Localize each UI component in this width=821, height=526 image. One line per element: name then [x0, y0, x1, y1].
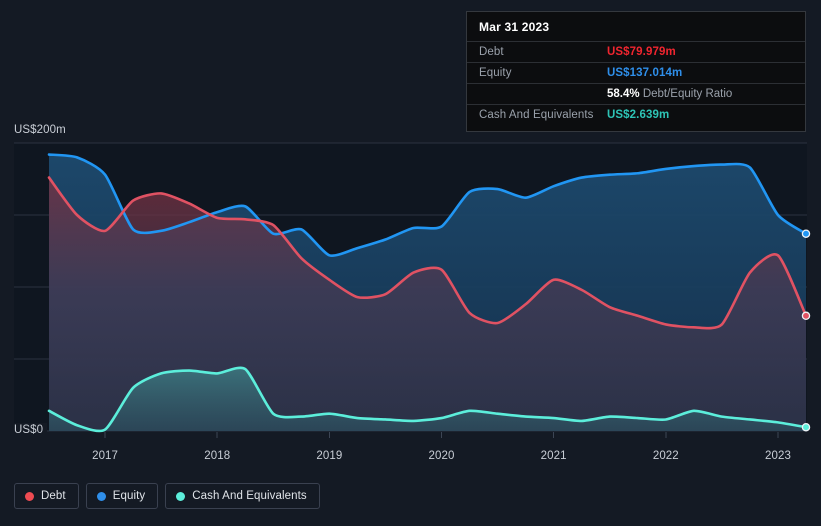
area-cash	[49, 367, 806, 431]
tooltip-row-debt: Debt US$79.979m	[467, 41, 805, 62]
legend: Debt Equity Cash And Equivalents	[14, 483, 320, 509]
legend-item-debt[interactable]: Debt	[14, 483, 79, 509]
tooltip-date: Mar 31 2023	[479, 20, 550, 34]
legend-item-cash-and-equivalents[interactable]: Cash And Equivalents	[165, 483, 320, 509]
endpoint-equity	[801, 229, 811, 238]
tooltip-ratio-number: 58.4%	[607, 88, 640, 100]
y-axis-zero-label: US$0	[0, 423, 48, 437]
chart-canvas: US$200m US$0 2017 2018 2019 2020 2021 2022 202…	[0, 123, 811, 462]
line-equity	[47, 153, 808, 257]
endpoint-markers	[801, 229, 811, 432]
series-layer	[47, 153, 808, 433]
tooltip-row-cash: Cash And Equivalents US$2.639m	[467, 104, 805, 125]
tooltip-value-ratio: 58.4% Debt/Equity Ratio	[607, 88, 732, 100]
endpoint-debt	[801, 311, 811, 321]
x-axis-tick-2018: 2018	[204, 450, 231, 462]
legend-item-label: Debt	[41, 490, 66, 502]
endpoint-cash	[801, 422, 811, 432]
legend-item-label: Cash And Equivalents	[192, 490, 307, 502]
legend-dot-icon	[25, 491, 34, 501]
legend-item-label: Equity	[112, 490, 146, 502]
legend-dot-icon	[176, 491, 186, 501]
tooltip-value-equity: US$137.014m	[607, 67, 683, 79]
x-axis-tick-2021: 2021	[540, 450, 567, 462]
tooltip-label-equity: Equity	[479, 67, 512, 79]
x-axis-tick-2019: 2019	[316, 450, 343, 462]
y-axis-top-label: US$200m	[0, 123, 70, 137]
tooltip-ratio-text: Debt/Equity Ratio	[642, 88, 733, 100]
x-axis-tick-2017: 2017	[92, 450, 119, 462]
line-cash	[47, 366, 808, 433]
tooltip-row-ratio: 58.4% Debt/Equity Ratio	[467, 83, 805, 104]
legend-item-equity[interactable]: Equity	[85, 483, 159, 509]
x-axis-tick-2020: 2020	[428, 450, 455, 462]
legend-dot-icon	[96, 491, 106, 501]
line-debt	[47, 176, 808, 330]
tooltip-label-cash: Cash And Equivalents	[479, 109, 594, 121]
chart-svg	[14, 142, 811, 438]
tooltip-value-cash: US$2.639m	[607, 109, 670, 121]
tooltip-row-equity: Equity US$137.014m	[467, 62, 805, 83]
tooltip-label-debt: Debt	[479, 46, 504, 58]
x-axis-tick-2023: 2023	[764, 450, 791, 462]
tooltip-value-debt: US$79.979m	[607, 46, 676, 58]
tooltip-panel: Mar 31 2023 Debt US$79.979m Equity US$13…	[466, 11, 806, 132]
x-axis-tick-2022: 2022	[652, 450, 679, 462]
